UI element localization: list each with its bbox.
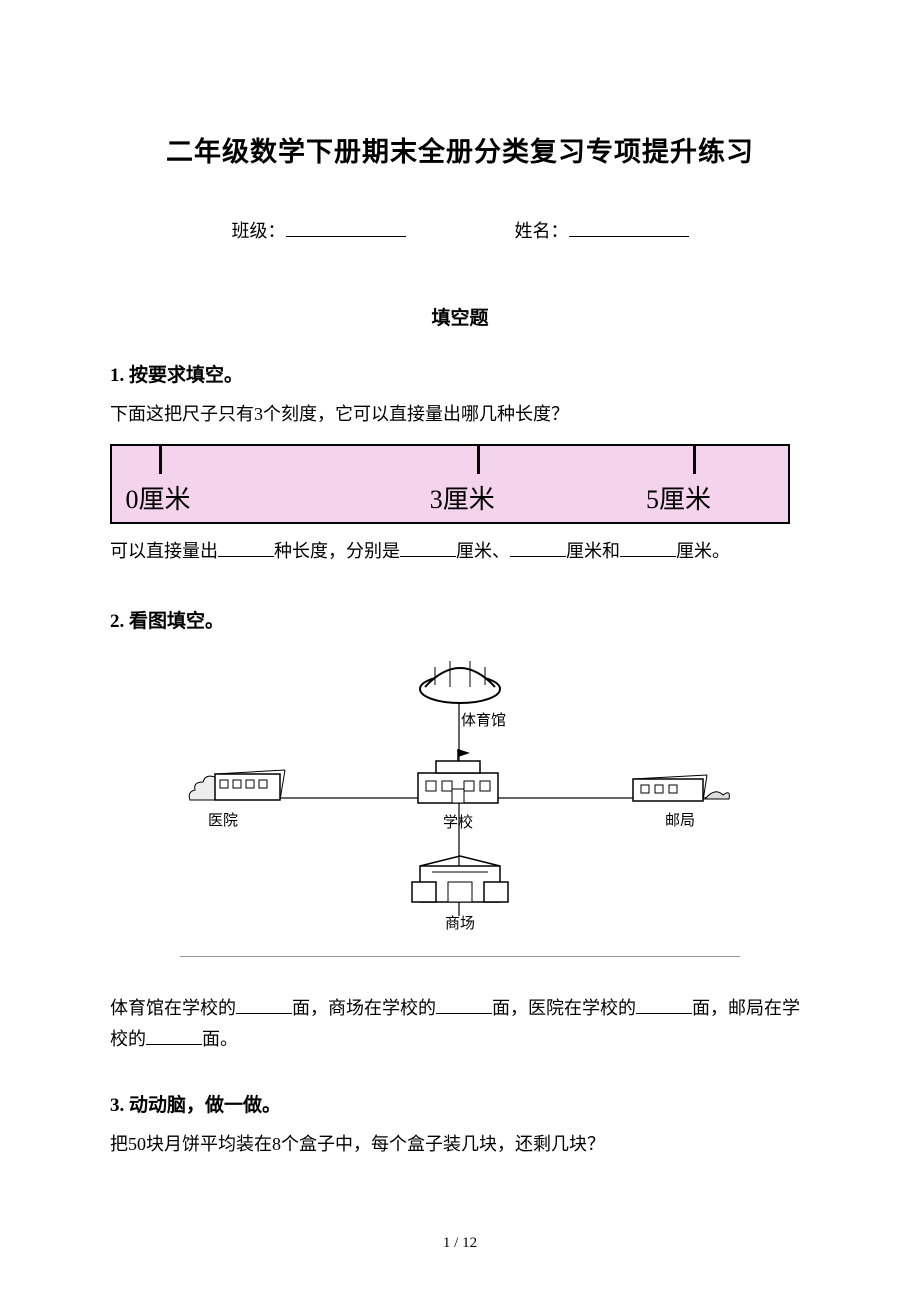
ruler-figure: 0厘米 3厘米 5厘米: [110, 444, 790, 524]
q1-head: 1. 按要求填空。: [110, 360, 810, 387]
ruler-label-5: 5厘米: [646, 479, 711, 516]
q1-blank-3[interactable]: [510, 545, 566, 557]
ruler: 0厘米 3厘米 5厘米: [110, 444, 790, 524]
q1-answer-line: 可以直接量出种长度，分别是厘米、厘米和厘米。: [110, 536, 810, 567]
building-gym: 体育馆: [410, 657, 510, 730]
name-label: 姓名：: [515, 221, 569, 241]
gym-label: 体育馆: [410, 709, 510, 730]
building-hospital: 医院: [180, 762, 300, 830]
q2-p2: 面，商场在学校的: [292, 998, 436, 1018]
ruler-tick-3: [477, 446, 480, 474]
q1-u2: 厘米: [566, 541, 602, 561]
q1-prompt: 下面这把尺子只有3个刻度，它可以直接量出哪几种长度？: [110, 399, 810, 430]
map-figure: 体育馆 医院 学校: [180, 657, 740, 957]
q3-text: 把50块月饼平均装在8个盒子中，每个盒子装几块，还剩几块？: [110, 1129, 810, 1160]
postoffice-label: 邮局: [620, 809, 740, 830]
q1-sep1: 、: [492, 541, 510, 561]
info-row: 班级： 姓名：: [110, 217, 810, 243]
building-mall: 商场: [402, 852, 518, 933]
building-school: 学校: [398, 749, 518, 832]
q1-and: 和: [602, 541, 620, 561]
q1-u3: 厘米: [676, 541, 712, 561]
class-blank[interactable]: [286, 223, 406, 237]
q1-blank-1[interactable]: [218, 545, 274, 557]
name-blank[interactable]: [569, 223, 689, 237]
building-postoffice: 邮局: [620, 765, 740, 830]
q2-head: 2. 看图填空。: [110, 606, 810, 633]
q1-blank-2[interactable]: [400, 545, 456, 557]
mall-label: 商场: [402, 912, 518, 933]
ruler-tick-5: [693, 446, 696, 474]
q2-blank-1[interactable]: [236, 1002, 292, 1014]
page-footer: 1 / 12: [0, 1235, 920, 1252]
q1-blank-4[interactable]: [620, 545, 676, 557]
q2-p5: 面。: [202, 1029, 238, 1049]
q2-blank-4[interactable]: [146, 1033, 202, 1045]
q2-answer-line: 体育馆在学校的面，商场在学校的面，医院在学校的面，邮局在学校的面。: [110, 993, 810, 1054]
page-title: 二年级数学下册期末全册分类复习专项提升练习: [110, 130, 810, 169]
q2-p1: 体育馆在学校的: [110, 998, 236, 1018]
class-label: 班级：: [232, 221, 286, 241]
hospital-label: 医院: [180, 809, 300, 830]
q1-period: 。: [712, 541, 730, 561]
q1-t1: 可以直接量出: [110, 541, 218, 561]
ruler-label-3: 3厘米: [430, 479, 495, 516]
school-label: 学校: [398, 811, 518, 832]
q2-blank-3[interactable]: [636, 1002, 692, 1014]
section-header: 填空题: [110, 303, 810, 330]
ruler-label-0: 0厘米: [126, 479, 191, 516]
q2-p3: 面，医院在学校的: [492, 998, 636, 1018]
ruler-tick-0: [159, 446, 162, 474]
q2-blank-2[interactable]: [436, 1002, 492, 1014]
q1-u1: 厘米: [456, 541, 492, 561]
q3-head: 3. 动动脑，做一做。: [110, 1090, 810, 1117]
q1-t2: 种长度，分别是: [274, 541, 400, 561]
